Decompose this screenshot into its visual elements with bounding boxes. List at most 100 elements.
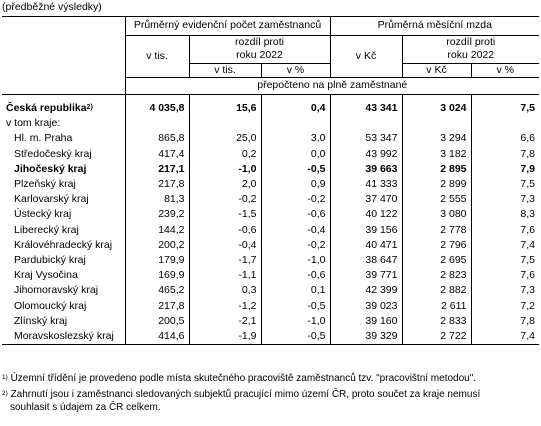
wage-table: Průměrný evidenční počet zaměstnanců Prů… [2,16,540,345]
cell-emp-diff: -1,5 [188,207,261,223]
cell-wage: 41 333 [329,176,402,193]
header-spacer-2 [2,63,125,77]
cell-emp-pct: -0,5 [260,328,330,345]
cell-wage-diff: 2 778 [401,222,471,238]
cell-wage: 40 122 [329,207,402,223]
table-row: Hl. m. Praha 865,8 25,0 3,0 53 347 3 294 6,6 [2,131,540,147]
table-row: Liberecký kraj 144,2 -0,6 -0,4 39 156 2 778 7,… [2,222,540,238]
total-wage-pct: 7,5 [470,94,540,117]
cell-emp-pct: -0,5 [260,161,330,177]
preliminary-label: (předběžné výsledky) [2,1,102,13]
cell-wage-pct: 6,6 [470,131,540,147]
header-diff-employees: rozdíl proti roku 2022 [188,35,330,64]
cell-emp: 169,9 [124,268,189,284]
cell-wage-pct: 7,4 [470,237,540,253]
header-sub-v-tis: v tis. [188,63,261,77]
cell-emp-diff: -0,2 [188,192,261,208]
cell-emp: 465,2 [124,283,189,299]
region-name: Liberecký kraj [14,223,79,236]
table-row-total: Česká republika2) 4 035,8 15,6 0,4 43 34… [2,94,540,117]
cell-wage: 39 160 [329,313,402,329]
cell-emp: 417,4 [124,146,189,162]
table-row: Zlínský kraj 200,5 -2,1 -1,0 39 160 2 833 7,8 [2,313,540,329]
header-diff-employees-line2: roku 2022 [236,49,283,61]
region-rows: Hl. m. Praha 865,8 25,0 3,0 53 347 3 294 6,6 St… [2,131,540,345]
region-name: Královéhradecký kraj [14,238,113,251]
cell-wage-pct: 7,9 [470,161,540,177]
cell-wage: 39 023 [329,298,402,314]
total-name: Česká republika2) [6,102,93,115]
region-name: Pardubický kraj [14,253,86,266]
cell-emp: 217,8 [124,298,189,314]
cell-emp-pct: -1,0 [260,252,330,269]
cell-wage-pct: 7,4 [470,328,540,345]
cell-wage-diff: 2 899 [401,176,471,193]
region-name: Moravskoslezský kraj [14,329,114,342]
cell-emp-pct: 0,0 [260,146,330,162]
cell-wage: 37 470 [329,192,402,208]
cell-emp-pct: 0,1 [260,283,330,299]
cell-wage-diff: 2 611 [401,298,471,314]
cell-wage: 53 347 [329,131,402,147]
cell-wage-pct: 7,6 [470,268,540,284]
footnote-2: 2) Zahrnutí jsou i zaměstnanci sledovaný… [2,389,481,400]
cell-emp: 179,9 [124,252,189,269]
cell-emp-diff: -0,6 [188,222,261,238]
cell-wage-diff: 3 294 [401,131,471,147]
region-name: Jihomoravský kraj [14,284,99,297]
region-name: Karlovarský kraj [14,193,89,206]
header-v-tis: v tis. [124,35,189,77]
cell-emp-diff: -2,1 [188,313,261,329]
header-spacer [2,35,125,63]
region-name: Hl. m. Praha [14,132,73,145]
cell-wage-diff: 2 695 [401,252,471,269]
cell-emp-pct: 0,9 [260,176,330,193]
total-wage: 43 341 [329,94,402,117]
header-diff-employees-line1: rozdíl proti [234,36,285,48]
region-name: Plzeňský kraj [14,178,76,191]
cell-wage-diff: 2 796 [401,237,471,253]
table-row: Ústecký kraj 239,2 -1,5 -0,6 40 122 3 080 8,3 [2,207,540,223]
region-name: Olomoucký kraj [14,299,87,312]
cell-wage: 43 992 [329,146,402,162]
cell-emp-diff: -1,9 [188,328,261,345]
cell-wage: 39 156 [329,222,402,238]
cell-wage-pct: 7,8 [470,313,540,329]
header-diff-wage: rozdíl proti roku 2022 [401,35,540,64]
cell-wage-diff: 3 182 [401,146,471,162]
table-row: Královéhradecký kraj 200,2 -0,4 -0,2 40 471 2… [2,237,540,253]
cell-emp: 200,5 [124,313,189,329]
cell-wage-diff: 2 555 [401,192,471,208]
cell-emp-diff: 0,3 [188,283,261,299]
header-sub-pct: v % [260,63,330,77]
table-row: Karlovarský kraj 81,3 -0,2 -0,2 37 470 2 555 7… [2,192,540,208]
cell-emp: 865,8 [124,131,189,147]
cell-wage-diff: 2 823 [401,268,471,284]
cell-emp-pct: -0,5 [260,298,330,314]
cell-emp: 239,2 [124,207,189,223]
table-row: Pardubický kraj 179,9 -1,7 -1,0 38 647 2 695 7… [2,252,540,269]
table-row: Kraj Vysočina 169,9 -1,1 -0,6 39 771 2 823 7,6 [2,268,540,284]
cell-wage-pct: 7,2 [470,298,540,314]
cell-emp-diff: 0,2 [188,146,261,162]
cell-wage-pct: 7,3 [470,283,540,299]
header-recalc: přepočteno na plně zaměstnané [124,76,540,95]
footnotes: 1) Územní třídění je provedeno podle mís… [2,372,539,414]
cell-emp-pct: -0,4 [260,222,330,238]
cell-emp-diff: -1,2 [188,298,261,314]
region-name: Ústecký kraj [14,208,72,221]
cell-emp-diff: -1,0 [188,161,261,177]
v-tom-kraje: v tom kraje: [6,117,61,130]
total-emp-diff: 15,6 [188,94,261,117]
cell-emp: 144,2 [124,222,189,238]
footnote-1: 1) Územní třídění je provedeno podle mís… [2,373,477,384]
table-row-subheading: v tom kraje: [2,116,540,132]
table-row: Jihomoravský kraj 465,2 0,3 0,1 42 399 2 882 7… [2,283,540,299]
cell-emp-diff: 2,0 [188,176,261,193]
cell-emp: 414,6 [124,328,189,345]
header-corner [2,16,125,35]
header-diff-wage-line1: rozdíl proti [446,36,496,48]
header-v-kc: v Kč [329,35,402,77]
cell-emp: 217,1 [124,161,189,177]
cell-emp: 200,2 [124,237,189,253]
